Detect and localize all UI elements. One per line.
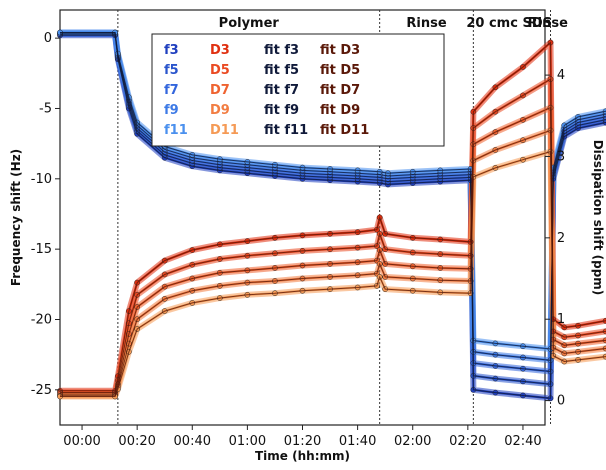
legend-entry: fit D9 bbox=[320, 103, 360, 118]
y2-tick-label: 4 bbox=[557, 68, 565, 83]
x-axis-ticks: 00:00 00:20 00:40 01:00 01:20 01:40 02:00 02:20… bbox=[63, 425, 542, 449]
legend-entry: f9 bbox=[164, 103, 179, 118]
x-axis-label: Time (hh:mm) bbox=[255, 449, 350, 463]
y-tick-label: -5 bbox=[39, 101, 52, 116]
y-tick-label: -10 bbox=[31, 172, 52, 187]
y2-tick-label: 3 bbox=[557, 149, 565, 164]
legend-entry: D9 bbox=[210, 103, 230, 118]
legend-entry: f3 bbox=[164, 43, 179, 58]
x-tick-label: 01:00 bbox=[229, 434, 266, 449]
legend-entry: fit f11 bbox=[264, 123, 308, 138]
x-tick-label: 02:20 bbox=[449, 434, 486, 449]
fit-layer bbox=[60, 32, 606, 399]
x-tick-label: 01:20 bbox=[284, 434, 321, 449]
legend-entry: f11 bbox=[164, 123, 188, 138]
legend-entry: D5 bbox=[210, 63, 230, 78]
y2-tick-label: 1 bbox=[557, 312, 565, 327]
y-tick-label: -25 bbox=[31, 383, 52, 398]
y2-axis-label: Dissipation shift (ppm) bbox=[591, 140, 605, 296]
x-tick-label: 02:00 bbox=[394, 434, 431, 449]
legend-entry: fit D11 bbox=[320, 123, 369, 138]
legend-entry: fit f9 bbox=[264, 103, 299, 118]
legend-entry: fit D5 bbox=[320, 63, 360, 78]
x-tick-label: 01:40 bbox=[339, 434, 376, 449]
legend-entry: f5 bbox=[164, 63, 179, 78]
y-tick-label: -20 bbox=[31, 312, 52, 327]
legend-entry: fit D3 bbox=[320, 43, 360, 58]
y2-tick-label: 2 bbox=[557, 231, 565, 246]
legend-entry: fit f7 bbox=[264, 83, 299, 98]
phase-label: 20 cmc SDS bbox=[466, 16, 552, 31]
legend-entry: fit D7 bbox=[320, 83, 360, 98]
y-tick-label: 0 bbox=[44, 31, 52, 46]
legend-box bbox=[151, 33, 445, 147]
legend-entry: fit f5 bbox=[264, 63, 299, 78]
legend-entry: D3 bbox=[210, 43, 230, 58]
phase-label: Polymer bbox=[219, 16, 280, 31]
x-tick-label: 02:40 bbox=[504, 434, 541, 449]
y-axis-label: Frequency shift (Hz) bbox=[9, 149, 23, 286]
legend-entry: D7 bbox=[210, 83, 230, 98]
y2-axis-ticks: 0 1 2 3 4 bbox=[545, 68, 565, 409]
phase-label: Rinse bbox=[528, 16, 568, 31]
legend-entry: f7 bbox=[164, 83, 179, 98]
x-tick-label: 00:00 bbox=[63, 434, 100, 449]
phase-label: Rinse bbox=[406, 16, 446, 31]
fit-line-D11 bbox=[60, 150, 606, 397]
legend-entry: D11 bbox=[210, 123, 239, 138]
legend-entry: fit f3 bbox=[264, 43, 299, 58]
y-tick-label: -15 bbox=[31, 242, 52, 257]
y2-tick-label: 0 bbox=[557, 394, 565, 409]
x-tick-label: 00:40 bbox=[174, 434, 211, 449]
x-tick-label: 00:20 bbox=[118, 434, 155, 449]
legend: f3 f5 f7 f9 f11 D3 D5 D7 D9 D11 fit f3 fit f5 fit f7… bbox=[151, 33, 445, 147]
y-axis-ticks: 0 -5 -10 -15 -20 -25 bbox=[31, 31, 60, 398]
